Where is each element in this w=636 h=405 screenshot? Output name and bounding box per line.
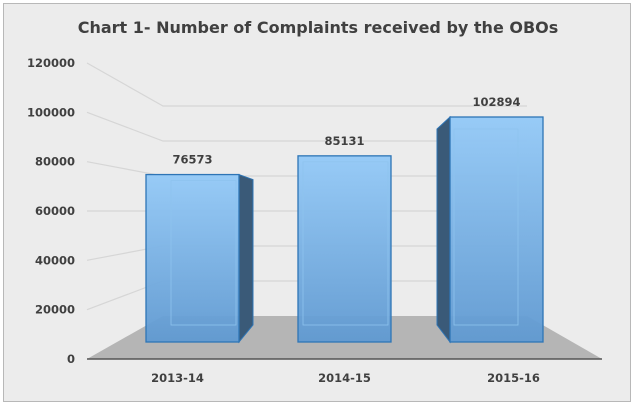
y-tick-label: 60000: [35, 204, 75, 218]
y-tick-label: 40000: [35, 253, 75, 267]
gridline: [86, 62, 527, 107]
gridline: [86, 111, 527, 142]
x-tick-label: 2014-15: [318, 371, 371, 385]
bar-inner-edge: [302, 161, 389, 326]
y-tick-label: 20000: [35, 303, 75, 317]
bar-inner-edge: [453, 128, 519, 326]
bar: [297, 155, 392, 343]
bar-2014-15: [297, 155, 392, 343]
y-tick-label: 80000: [35, 155, 75, 169]
y-tick-label: 100000: [27, 105, 75, 119]
bar-2013-14: [145, 173, 254, 344]
bar: [145, 173, 240, 343]
data-label: 85131: [324, 134, 364, 148]
chart-title: Chart 1- Number of Complaints received b…: [78, 18, 559, 37]
bar-2015-16: [436, 115, 544, 344]
x-tick-label: 2015-16: [487, 371, 540, 385]
bar: [449, 116, 544, 343]
bar-side: [238, 173, 254, 344]
x-tick-label: 2013-14: [151, 371, 204, 385]
y-tick-label: 120000: [27, 56, 75, 70]
bar-side: [436, 115, 451, 344]
data-label: 102894: [472, 95, 520, 109]
y-tick-label: 0: [67, 352, 75, 366]
data-label: 76573: [172, 153, 212, 167]
bar-inner-edge: [170, 180, 237, 326]
